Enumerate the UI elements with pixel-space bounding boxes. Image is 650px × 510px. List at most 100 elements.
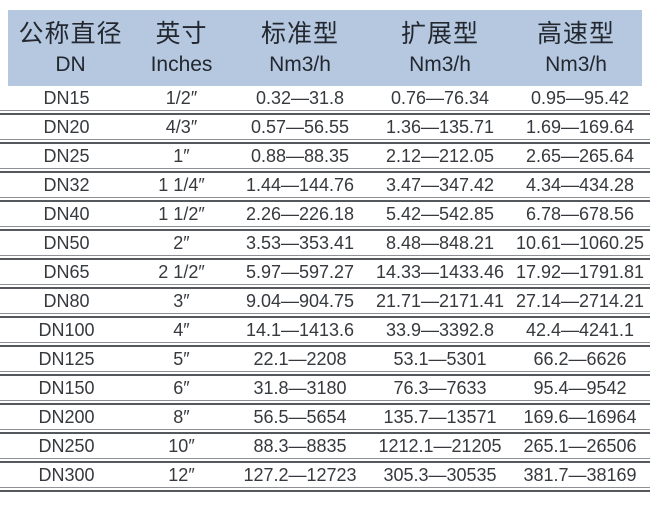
cell-dn: DN80 bbox=[43, 291, 90, 311]
cell-extended-range: 21.71—2171.41 bbox=[375, 291, 505, 311]
header-highspeed-unit: Nm3/h bbox=[545, 53, 607, 76]
cell-standard-range: 3.53—353.41 bbox=[245, 233, 355, 253]
row-separator bbox=[0, 284, 650, 289]
cell-extended-range: 0.76—76.34 bbox=[390, 88, 490, 108]
header-col-highspeed: 高速型 Nm3/h bbox=[510, 18, 642, 78]
row-separator bbox=[0, 313, 650, 318]
cell-highspeed-range: 6.78—678.56 bbox=[525, 204, 635, 224]
row-separator bbox=[0, 255, 650, 260]
table-row: DN80 3″ 9.04—904.75 21.71—2171.41 27.14—… bbox=[0, 289, 650, 313]
header-standard-unit: Nm3/h bbox=[269, 53, 331, 76]
cell-extended-range: 305.3—30535 bbox=[383, 465, 497, 485]
cell-standard-range: 5.97—597.27 bbox=[245, 262, 355, 282]
cell-standard-range: 56.5—5654 bbox=[253, 407, 347, 427]
cell-extended-range: 5.42—542.85 bbox=[385, 204, 495, 224]
cell-highspeed-range: 17.92—1791.81 bbox=[515, 262, 645, 282]
header-col-standard: 标准型 Nm3/h bbox=[230, 18, 370, 78]
table-row: DN250 10″ 88.3—8835 1212.1—21205 265.1—2… bbox=[0, 434, 650, 458]
cell-extended-range: 1212.1—21205 bbox=[378, 436, 502, 456]
header-extended-unit: Nm3/h bbox=[409, 53, 471, 76]
header-inches-en: Inches bbox=[150, 53, 213, 76]
header-dn-zh: 公称直径 bbox=[18, 20, 123, 48]
cell-extended-range: 2.12—212.05 bbox=[385, 146, 495, 166]
cell-standard-range: 0.88—88.35 bbox=[250, 146, 350, 166]
header-standard-zh: 标准型 bbox=[260, 20, 339, 48]
cell-highspeed-range: 1.69—169.64 bbox=[525, 117, 635, 137]
cell-highspeed-range: 0.95—95.42 bbox=[530, 88, 630, 108]
table-row: DN15 1/2″ 0.32—31.8 0.76—76.34 0.95—95.4… bbox=[0, 86, 650, 110]
table-row: DN100 4″ 14.1—1413.6 33.9—3392.8 42.4—42… bbox=[0, 318, 650, 342]
header-col-inches: 英寸 Inches bbox=[133, 18, 230, 78]
cell-highspeed-range: 169.6—16964 bbox=[523, 407, 637, 427]
table-body: DN15 1/2″ 0.32—31.8 0.76—76.34 0.95—95.4… bbox=[0, 86, 650, 492]
header-col-dn: 公称直径 DN bbox=[8, 18, 133, 78]
cell-inches: 6″ bbox=[173, 378, 190, 398]
cell-highspeed-range: 265.1—26506 bbox=[523, 436, 637, 456]
cell-inches: 1/2″ bbox=[165, 88, 198, 108]
cell-extended-range: 1.36—135.71 bbox=[385, 117, 495, 137]
table-row: DN65 2 1/2″ 5.97—597.27 14.33—1433.46 17… bbox=[0, 260, 650, 284]
cell-standard-range: 22.1—2208 bbox=[253, 349, 347, 369]
cell-dn: DN65 bbox=[43, 262, 90, 282]
cell-inches: 3″ bbox=[173, 291, 190, 311]
cell-highspeed-range: 27.14—2714.21 bbox=[515, 291, 645, 311]
cell-highspeed-range: 42.4—4241.1 bbox=[525, 320, 635, 340]
row-separator bbox=[0, 429, 650, 434]
cell-dn: DN50 bbox=[43, 233, 90, 253]
row-separator bbox=[0, 168, 650, 173]
cell-standard-range: 2.26—226.18 bbox=[245, 204, 355, 224]
cell-inches: 8″ bbox=[173, 407, 190, 427]
table-row: DN40 1 1/2″ 2.26—226.18 5.42—542.85 6.78… bbox=[0, 202, 650, 226]
row-separator bbox=[0, 458, 650, 463]
row-separator bbox=[0, 342, 650, 347]
cell-standard-range: 0.32—31.8 bbox=[255, 88, 345, 108]
table-row: DN125 5″ 22.1—2208 53.1—5301 66.2—6626 bbox=[0, 347, 650, 371]
table-row: DN150 6″ 31.8—3180 76.3—7633 95.4—9542 bbox=[0, 376, 650, 400]
cell-extended-range: 3.47—347.42 bbox=[385, 175, 495, 195]
cell-inches: 4/3″ bbox=[165, 117, 198, 137]
row-separator bbox=[0, 197, 650, 202]
cell-standard-range: 14.1—1413.6 bbox=[245, 320, 355, 340]
header-highspeed-zh: 高速型 bbox=[536, 20, 615, 48]
table-row: DN32 1 1/4″ 1.44—144.76 3.47—347.42 4.34… bbox=[0, 173, 650, 197]
cell-extended-range: 14.33—1433.46 bbox=[375, 262, 505, 282]
cell-inches: 1″ bbox=[173, 146, 190, 166]
cell-inches: 5″ bbox=[173, 349, 190, 369]
cell-highspeed-range: 66.2—6626 bbox=[533, 349, 627, 369]
header-inches-zh: 英寸 bbox=[155, 20, 208, 48]
cell-dn: DN300 bbox=[38, 465, 95, 485]
cell-inches: 2″ bbox=[173, 233, 190, 253]
table-row: DN200 8″ 56.5—5654 135.7—13571 169.6—169… bbox=[0, 405, 650, 429]
header-dn-en: DN bbox=[55, 53, 86, 76]
cell-dn: DN20 bbox=[43, 117, 90, 137]
table-header: 公称直径 DN 英寸 Inches 标准型 Nm3/h 扩展型 Nm3/h 高速… bbox=[8, 10, 642, 86]
row-separator bbox=[0, 487, 650, 492]
cell-highspeed-range: 95.4—9542 bbox=[533, 378, 627, 398]
cell-dn: DN100 bbox=[38, 320, 95, 340]
table-row: DN20 4/3″ 0.57—56.55 1.36—135.71 1.69—16… bbox=[0, 115, 650, 139]
row-separator bbox=[0, 226, 650, 231]
cell-extended-range: 8.48—848.21 bbox=[385, 233, 495, 253]
cell-dn: DN125 bbox=[38, 349, 95, 369]
cell-inches: 1 1/2″ bbox=[158, 204, 205, 224]
cell-dn: DN25 bbox=[43, 146, 90, 166]
cell-dn: DN250 bbox=[38, 436, 95, 456]
cell-dn: DN15 bbox=[43, 88, 90, 108]
cell-inches: 1 1/4″ bbox=[158, 175, 205, 195]
cell-inches: 12″ bbox=[168, 465, 195, 485]
table-row: DN50 2″ 3.53—353.41 8.48—848.21 10.61—10… bbox=[0, 231, 650, 255]
cell-standard-range: 127.2—12723 bbox=[243, 465, 357, 485]
cell-inches: 10″ bbox=[168, 436, 195, 456]
cell-standard-range: 31.8—3180 bbox=[253, 378, 347, 398]
cell-extended-range: 135.7—13571 bbox=[383, 407, 497, 427]
cell-highspeed-range: 10.61—1060.25 bbox=[515, 233, 645, 253]
header-col-extended: 扩展型 Nm3/h bbox=[370, 18, 510, 78]
cell-standard-range: 9.04—904.75 bbox=[245, 291, 355, 311]
cell-extended-range: 33.9—3392.8 bbox=[385, 320, 495, 340]
cell-extended-range: 76.3—7633 bbox=[393, 378, 487, 398]
cell-dn: DN40 bbox=[43, 204, 90, 224]
cell-extended-range: 53.1—5301 bbox=[393, 349, 487, 369]
row-separator bbox=[0, 110, 650, 115]
row-separator bbox=[0, 371, 650, 376]
